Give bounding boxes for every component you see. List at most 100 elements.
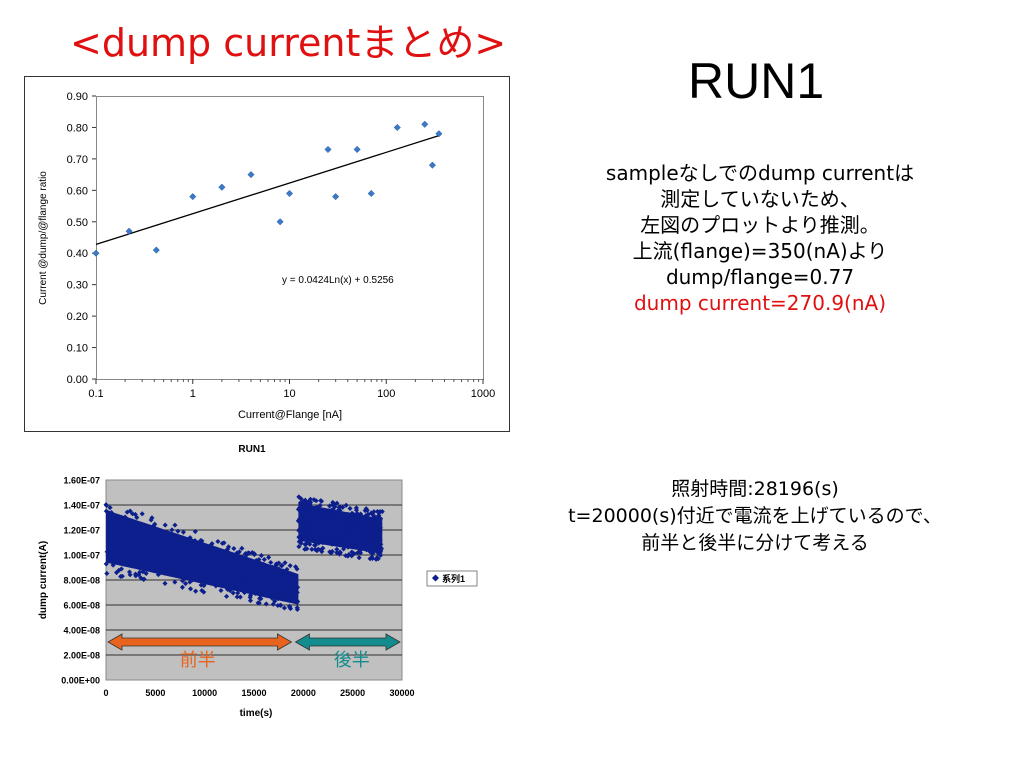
x-tick-label: 25000 (340, 688, 365, 698)
y-tick-label: 0.90 (67, 91, 88, 103)
x-tick-label: 30000 (389, 688, 414, 698)
data-point (239, 584, 245, 590)
y-tick-label: 0.20 (67, 311, 88, 323)
data-point (249, 570, 255, 577)
x-tick-label: 5000 (145, 688, 165, 698)
y-tick-label: 1.20E-07 (63, 526, 100, 536)
data-point (307, 530, 313, 536)
data-point (244, 571, 250, 578)
data-point (127, 508, 133, 514)
data-point (378, 548, 384, 554)
y-tick-label: 1.60E-07 (63, 476, 100, 486)
data-point (393, 123, 401, 131)
note-line: dump/flange=0.77 (665, 265, 855, 289)
data-point (171, 562, 177, 568)
data-point (309, 516, 315, 522)
data-point (428, 161, 436, 169)
data-point (276, 218, 284, 226)
run-heading: RUN1 (688, 53, 825, 109)
data-point (106, 510, 112, 516)
data-point (362, 508, 368, 514)
data-point (218, 183, 226, 191)
data-point (378, 541, 384, 547)
data-point (313, 527, 319, 533)
x-tick-label: 0.1 (88, 388, 103, 400)
data-point (302, 546, 308, 552)
data-point (353, 145, 361, 153)
y-tick-label: 0.80 (67, 122, 88, 134)
data-point (421, 120, 429, 128)
data-point (213, 583, 219, 589)
data-point (264, 567, 270, 574)
data-point (191, 570, 197, 576)
data-point (198, 582, 204, 588)
data-point (307, 496, 314, 502)
data-point (282, 560, 288, 566)
data-point (247, 594, 253, 600)
data-point (271, 577, 277, 583)
data-point (368, 530, 374, 536)
data-point (189, 193, 197, 201)
data-point (355, 543, 361, 549)
y-tick-label: 4.00E-08 (63, 626, 100, 636)
note-result: dump current=270.9(nA) (633, 291, 887, 315)
y-tick-label: 1.00E-07 (63, 551, 100, 561)
data-point (150, 549, 156, 555)
data-point (328, 507, 334, 513)
legend-box (426, 570, 478, 587)
data-point (332, 193, 340, 201)
data-point (136, 564, 142, 570)
data-point (366, 538, 372, 544)
data-point (181, 557, 187, 563)
data-point (126, 559, 132, 565)
ratio-chart: 0.00 0.10 0.20 0.30 0.40 0.50 0.60 0.70 0.80 0.90… (24, 76, 510, 432)
chart-title: RUN1 (238, 444, 266, 455)
data-point (187, 586, 194, 592)
data-point (352, 521, 358, 527)
note-line: 上流(flange)=350(nA)より (632, 239, 888, 263)
slide-title: <dump currentまとめ> (70, 21, 507, 65)
data-point (374, 522, 381, 528)
y-axis-label: dump current(A) (38, 541, 49, 619)
note-line: sampleなしでのdump currentは (605, 161, 915, 185)
phase-arrow (294, 633, 401, 651)
data-point (180, 578, 186, 584)
x-tick-label: 1 (190, 388, 196, 400)
data-point (116, 527, 122, 533)
data-point (195, 566, 201, 572)
note-line: t=20000(s)付近で電流を上げているので、 (568, 505, 942, 527)
y-tick-label: 0.50 (67, 217, 88, 229)
legend: 系列1 (426, 570, 478, 587)
data-point (435, 130, 443, 138)
y-tick-label: 0.40 (67, 248, 88, 260)
data-point (293, 564, 299, 570)
data-point (287, 582, 293, 588)
note-line: 前半と後半に分けて考える (641, 532, 869, 554)
data-point (196, 562, 202, 568)
notes-top: sampleなしでのdump currentは 測定していないため、 左図のプロ… (520, 160, 1000, 316)
data-point (236, 581, 242, 587)
data-point (259, 585, 266, 592)
data-point (199, 575, 205, 581)
data-point (249, 583, 255, 590)
data-point (162, 580, 168, 586)
x-tick-label: 10000 (192, 688, 217, 698)
data-point (111, 555, 117, 561)
data-point (114, 535, 120, 541)
note-line: 照射時間:28196(s) (671, 478, 839, 500)
data-point (125, 227, 133, 235)
data-point (237, 594, 243, 600)
data-point (324, 145, 332, 153)
x-tick-label: 15000 (241, 688, 266, 698)
data-point (297, 500, 303, 506)
data-point (156, 561, 162, 567)
x-tick-label: 100 (377, 388, 395, 400)
data-point (274, 577, 280, 583)
x-tick-label: 20000 (291, 688, 316, 698)
data-point (369, 555, 376, 561)
data-point (224, 593, 230, 599)
data-point (122, 514, 128, 520)
data-point (377, 525, 383, 531)
data-point (362, 528, 368, 534)
x-tick-label: 0 (103, 688, 108, 698)
